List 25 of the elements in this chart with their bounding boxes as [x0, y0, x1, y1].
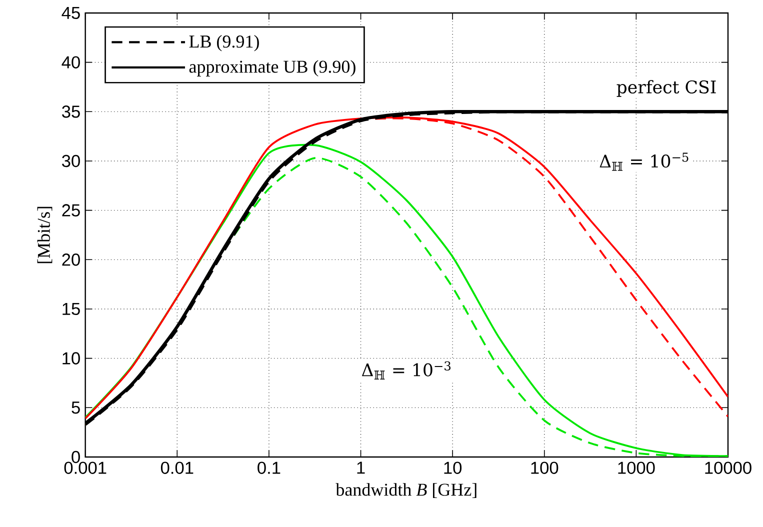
x-tick-label: 0.01: [160, 462, 194, 474]
y-tick-label: 0: [72, 450, 80, 464]
x-tick-label: 10: [444, 462, 462, 474]
x-tick-label: 10000: [705, 462, 752, 474]
annotation: Δ$_{ℍ}$ = 10$^{−3}$: [362, 361, 450, 380]
y-tick-label: 20: [62, 254, 80, 266]
y-tick-label: 40: [62, 56, 80, 68]
y-tick-label: 10: [62, 352, 80, 364]
y-tick-label: 15: [62, 302, 80, 316]
legend-label: approximate UB (9.90): [189, 60, 356, 76]
y-tick-label: 25: [62, 204, 80, 216]
y-tick-label: 5: [72, 402, 80, 414]
y-tick-label: 30: [62, 154, 80, 168]
x-axis-title: bandwidth B [GHz]: [336, 483, 476, 498]
y-axis-title: [Mbit/s]: [37, 206, 52, 264]
y-tick-label: 35: [62, 106, 80, 118]
x-tick-label: 1: [357, 462, 365, 474]
annotation: Δ$_{ℍ}$ = 10$^{−5}$: [600, 152, 688, 171]
x-tick-label: 1000: [618, 462, 655, 474]
annotation: perfect CSI: [616, 80, 716, 97]
x-tick-label: 0.1: [258, 462, 280, 474]
x-tick-label: 0.001: [64, 462, 106, 474]
x-tick-label: 100: [531, 462, 558, 474]
y-tick-label: 45: [62, 6, 80, 20]
legend-label: LB (9.91): [189, 34, 259, 52]
